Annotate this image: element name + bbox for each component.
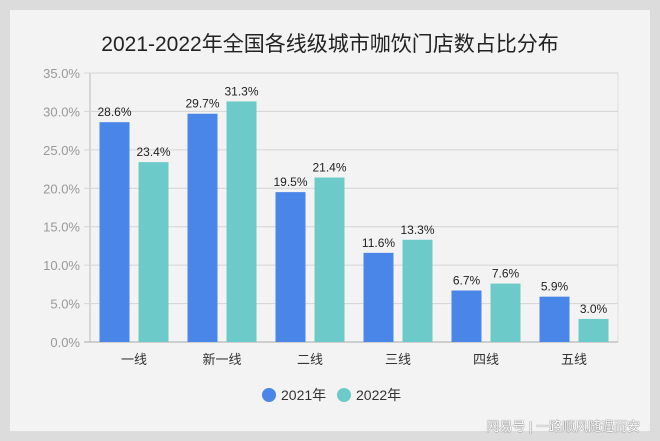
chart-title: 2021-2022年全国各线级城市咖饮门店数占比分布 (101, 33, 559, 56)
watermark: 网易号 | 一路顺风随遇而安 (486, 419, 640, 434)
data-label: 11.6% (362, 236, 395, 250)
data-label: 3.0% (580, 302, 608, 316)
bar-2021年 (275, 192, 306, 342)
bar-2021年 (363, 252, 394, 342)
data-label: 7.6% (492, 267, 520, 281)
y-tick-label: 10.0% (43, 258, 80, 273)
bar-2021年 (99, 122, 130, 342)
y-tick-label: 15.0% (43, 220, 80, 235)
y-tick-label: 20.0% (43, 181, 80, 196)
data-label: 6.7% (453, 274, 481, 288)
y-tick-label: 25.0% (43, 143, 80, 158)
bar-2021年 (187, 113, 218, 342)
x-tick-label: 一线 (121, 352, 147, 367)
bar-2022年 (314, 177, 345, 342)
x-tick-label: 四线 (473, 352, 499, 367)
bar-2022年 (578, 318, 609, 342)
x-tick-label: 三线 (385, 352, 411, 367)
data-label: 29.7% (185, 97, 219, 111)
data-label: 13.3% (400, 223, 434, 237)
legend-marker (337, 388, 351, 402)
bar-2021年 (451, 290, 482, 342)
bar-2021年 (539, 296, 570, 342)
y-tick-label: 5.0% (50, 297, 80, 312)
data-label: 21.4% (312, 161, 346, 175)
y-tick-label: 0.0% (50, 335, 80, 350)
y-tick-label: 35.0% (43, 66, 80, 81)
x-tick-label: 二线 (297, 352, 323, 367)
legend-label: 2021年 (281, 387, 326, 403)
bar-2022年 (138, 162, 169, 342)
data-label: 31.3% (224, 84, 258, 98)
bar-2022年 (490, 283, 521, 342)
legend-label: 2022年 (356, 387, 401, 403)
legend-marker (262, 388, 276, 402)
bar-2022年 (402, 239, 433, 342)
data-label: 23.4% (136, 145, 170, 159)
data-label: 28.6% (97, 105, 131, 119)
x-tick-label: 五线 (561, 352, 587, 367)
y-tick-label: 30.0% (43, 104, 80, 119)
data-label: 5.9% (541, 280, 569, 294)
data-label: 19.5% (273, 175, 307, 189)
x-tick-label: 新一线 (202, 352, 241, 367)
bar-2022年 (226, 101, 257, 343)
